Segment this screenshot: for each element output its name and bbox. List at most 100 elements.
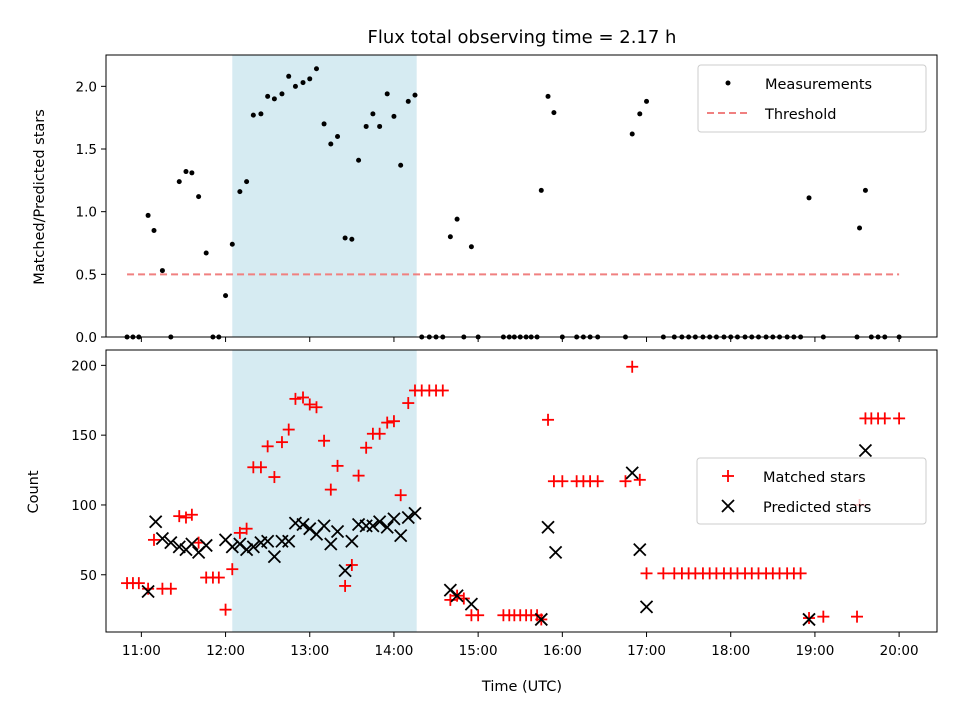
data-point [324,537,338,551]
data-point [189,170,195,176]
data-point [335,133,341,139]
data-point [398,162,404,168]
data-point [226,563,239,576]
data-point [619,475,632,488]
data-point [380,520,394,534]
y-tick-label: 150 [71,428,97,444]
data-point [372,515,387,529]
data-point [321,121,327,127]
data-point [265,93,271,99]
data-point [289,392,302,405]
data-point [219,603,232,616]
data-point [342,235,348,241]
data-point [132,577,145,590]
count-x-axis: 11:00 12:00 13:00 14:00 15:00 16:00 17:00 18:00… [122,632,919,659]
data-point [625,466,639,480]
ratio-y-axis: 0.0 0.5 1.0 1.5 2.0 [76,79,106,346]
y-tick-label: 0.0 [76,330,97,346]
ratio-panel: 0.00.51.01.52.0 Matched/Predicted stars … [32,54,938,346]
legend-measurements-label: Measurements [765,77,872,93]
x-tick-label: 18:00 [711,643,750,659]
data-point [331,459,344,472]
count-y-axis: 50 100 150 200 [71,358,106,584]
data-point [261,534,275,548]
data-point [803,612,816,625]
x-tick-label: 13:00 [290,643,329,659]
data-point [172,540,186,554]
data-point [324,483,337,496]
data-point [183,169,189,175]
data-point [279,91,285,97]
data-point [405,98,411,104]
ratio-y-axis-label: Matched/Predicted stars [32,109,48,285]
data-point [391,113,397,119]
data-point [268,471,281,484]
data-point [258,111,264,117]
data-point [173,510,186,523]
x-tick-label: 12:00 [206,643,245,659]
data-point [817,610,830,623]
data-point [328,141,334,147]
x-tick-label: 14:00 [374,643,413,659]
data-point [387,415,400,428]
count-y-axis-label: Count [26,470,42,513]
data-point [282,423,295,436]
data-point [159,268,165,274]
series-predicted-stars [141,443,873,627]
data-point [330,524,345,539]
y-tick-label: 100 [71,498,97,514]
data-point [893,412,906,425]
ratio-legend-box [697,64,927,133]
data-point [384,91,390,97]
ratio-axes-frame [105,54,938,338]
data-point [142,582,155,595]
data-point [556,475,569,488]
data-point [360,441,373,454]
data-point [878,412,891,425]
data-point [412,92,418,98]
y-tick-label: 2.0 [76,79,97,95]
count-marks [121,360,906,627]
data-point [261,440,274,453]
y-tick-label: 1.0 [76,205,97,221]
data-point [199,538,213,553]
data-point [317,519,331,533]
data-point [318,434,331,447]
y-tick-label: 50 [80,568,97,584]
observing-window-shade [232,55,417,337]
data-point [164,582,177,595]
data-point [179,511,192,524]
data-point [794,567,807,580]
data-point [387,512,401,526]
data-point [307,76,313,82]
data-point [644,98,650,104]
data-point [239,542,254,557]
legend-predicted-marker [721,499,735,513]
count-panel: 50 100 150 200 11:00 12:00 13:00 14:00 15:00 16:… [26,349,938,695]
data-point [640,567,653,580]
data-point [857,225,863,231]
data-point [447,234,453,240]
data-point [541,520,555,534]
shaded-interval [232,55,417,337]
data-point [352,469,365,482]
data-point [338,563,352,578]
data-point [806,195,812,201]
data-point [373,427,386,440]
data-point [185,508,198,521]
x-tick-label: 20:00 [880,643,919,659]
legend-threshold-label: Threshold [764,107,836,123]
data-point [464,597,479,611]
data-point [534,612,548,627]
data-point [164,536,178,550]
data-point [229,241,235,247]
data-point [141,584,155,599]
data-point [300,80,306,86]
x-tick-label: 19:00 [795,643,834,659]
data-point [155,531,170,546]
data-point [356,157,362,163]
data-point [545,93,551,99]
data-point [147,533,160,546]
data-point [637,111,643,117]
